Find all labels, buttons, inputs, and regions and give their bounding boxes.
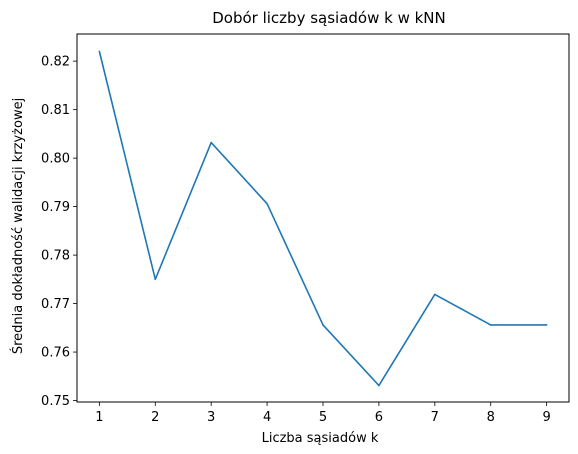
data-point — [154, 278, 157, 281]
data-point — [210, 141, 212, 144]
x-tick-label: 5 — [319, 410, 327, 425]
data-points — [98, 50, 548, 387]
x-tick-label: 2 — [151, 410, 159, 425]
y-tick-label: 0.78 — [41, 249, 70, 264]
chart-title: Dobór liczby sąsiadów k w kNN — [212, 9, 446, 27]
y-axis: 0.75 0.76 0.77 0.78 0.79 0.80 0.81 0.82 — [41, 55, 77, 409]
x-tick-label: 9 — [542, 410, 550, 425]
data-point — [545, 324, 548, 326]
plot-area — [76, 33, 570, 403]
data-point — [266, 202, 268, 205]
y-tick-label: 0.79 — [41, 200, 70, 215]
data-point — [434, 293, 436, 296]
x-axis: 1 2 3 4 5 6 7 8 9 — [95, 402, 551, 425]
y-tick-label: 0.82 — [41, 55, 70, 70]
series-line — [98, 51, 547, 387]
y-tick-label: 0.80 — [41, 152, 70, 167]
y-axis-label: Średnia dokładność walidacji krzyżowej — [10, 98, 26, 354]
x-tick-label: 6 — [375, 410, 383, 425]
data-point — [378, 384, 380, 387]
y-tick-label: 0.75 — [41, 394, 70, 409]
y-tick-label: 0.81 — [41, 103, 70, 118]
x-tick-label: 1 — [95, 410, 103, 425]
x-axis-label: Liczba sąsiadów k — [262, 431, 379, 446]
y-tick-label: 0.77 — [41, 297, 70, 312]
x-tick-label: 8 — [487, 410, 495, 425]
data-point — [98, 50, 101, 53]
data-point — [489, 324, 492, 326]
x-tick-label: 7 — [431, 410, 439, 425]
x-tick-label: 3 — [207, 410, 215, 425]
y-tick-label: 0.76 — [41, 346, 70, 361]
data-point — [322, 324, 324, 326]
x-tick-label: 4 — [263, 410, 271, 425]
